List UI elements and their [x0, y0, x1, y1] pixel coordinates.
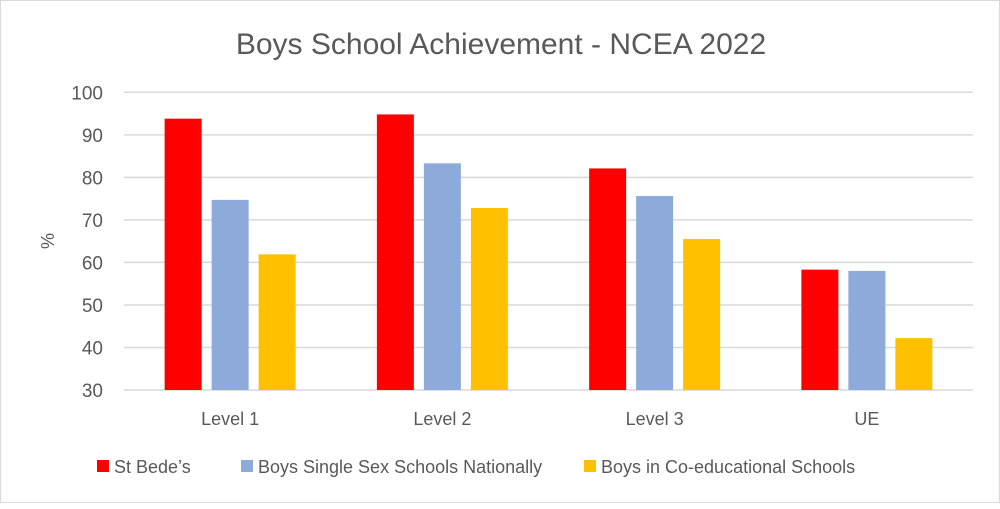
legend-swatch — [584, 460, 596, 472]
chart-title: Boys School Achievement - NCEA 2022 — [236, 28, 766, 61]
x-tick-label: Level 1 — [201, 409, 259, 429]
bar — [895, 338, 933, 390]
bar — [636, 196, 674, 390]
bar — [258, 254, 296, 390]
y-tick-label: 40 — [82, 338, 103, 359]
y-tick-label: 50 — [82, 296, 103, 317]
bar — [470, 207, 508, 390]
y-tick-label: 70 — [82, 211, 103, 232]
bar — [376, 114, 414, 390]
legend-label: St Bede’s — [114, 457, 191, 477]
bar — [589, 168, 627, 390]
y-tick-label: 80 — [82, 168, 103, 189]
x-tick-label: Level 3 — [626, 409, 684, 429]
legend-swatch — [97, 460, 109, 472]
y-tick-label: 90 — [82, 126, 103, 147]
y-tick-label: 30 — [82, 381, 103, 402]
y-axis-label: % — [38, 233, 58, 249]
bar — [423, 163, 461, 390]
legend-label: Boys in Co-educational Schools — [601, 457, 855, 477]
bar — [848, 270, 886, 390]
legend-swatch — [241, 460, 253, 472]
bar — [801, 269, 839, 390]
x-tick-label: Level 2 — [413, 409, 471, 429]
bar — [211, 199, 249, 390]
x-tick-label: UE — [854, 409, 879, 429]
bar — [683, 239, 721, 390]
bar — [164, 118, 202, 390]
y-tick-label: 100 — [71, 83, 103, 104]
legend-label: Boys Single Sex Schools Nationally — [258, 457, 542, 477]
y-tick-label: 60 — [82, 253, 103, 274]
